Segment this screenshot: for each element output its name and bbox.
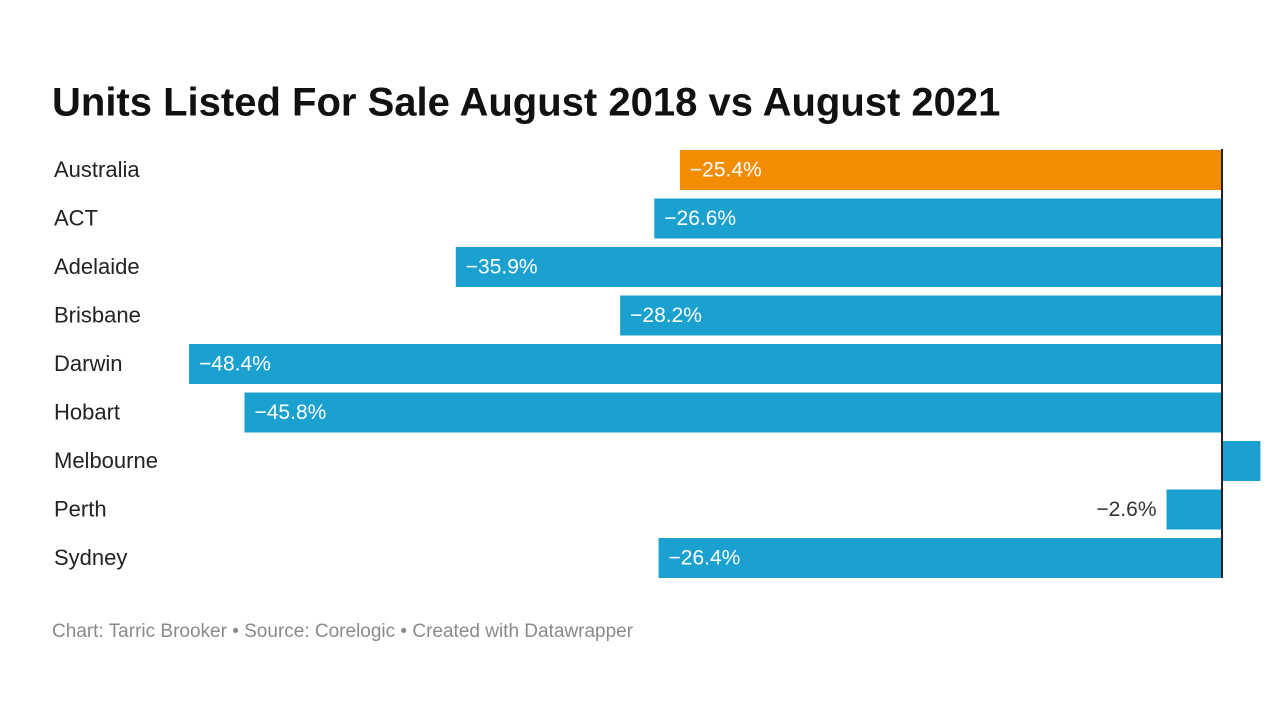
- category-label: Brisbane: [54, 302, 141, 327]
- bar: [189, 344, 1222, 384]
- value-label: −28.2%: [630, 304, 702, 327]
- category-label: Melbourne: [54, 448, 158, 473]
- bar: [679, 150, 1222, 190]
- bar: [1166, 489, 1222, 530]
- bar: [658, 538, 1222, 578]
- value-label: −35.9%: [466, 256, 538, 279]
- bar: [1222, 441, 1261, 481]
- chart-title: Units Listed For Sale August 2018 vs Aug…: [52, 81, 1000, 125]
- category-label: Perth: [54, 496, 107, 521]
- bar: [244, 392, 1223, 433]
- category-label: Darwin: [54, 351, 122, 376]
- category-label: Hobart: [54, 399, 120, 424]
- value-label: −26.6%: [664, 207, 736, 230]
- value-label: −2.6%: [1096, 498, 1156, 521]
- value-label: −48.4%: [199, 353, 271, 376]
- value-label: −25.4%: [690, 159, 762, 182]
- bar: [620, 295, 1222, 336]
- category-label: Sydney: [54, 545, 127, 570]
- value-label: −45.8%: [254, 401, 326, 424]
- bar: [455, 247, 1222, 287]
- bar: [654, 198, 1222, 239]
- category-label: Australia: [54, 157, 140, 182]
- category-label: ACT: [54, 205, 98, 230]
- category-label: Adelaide: [54, 254, 140, 279]
- footer: Chart: Tarric Brooker • Source: Corelogi…: [52, 621, 634, 642]
- value-label: −26.4%: [669, 547, 741, 570]
